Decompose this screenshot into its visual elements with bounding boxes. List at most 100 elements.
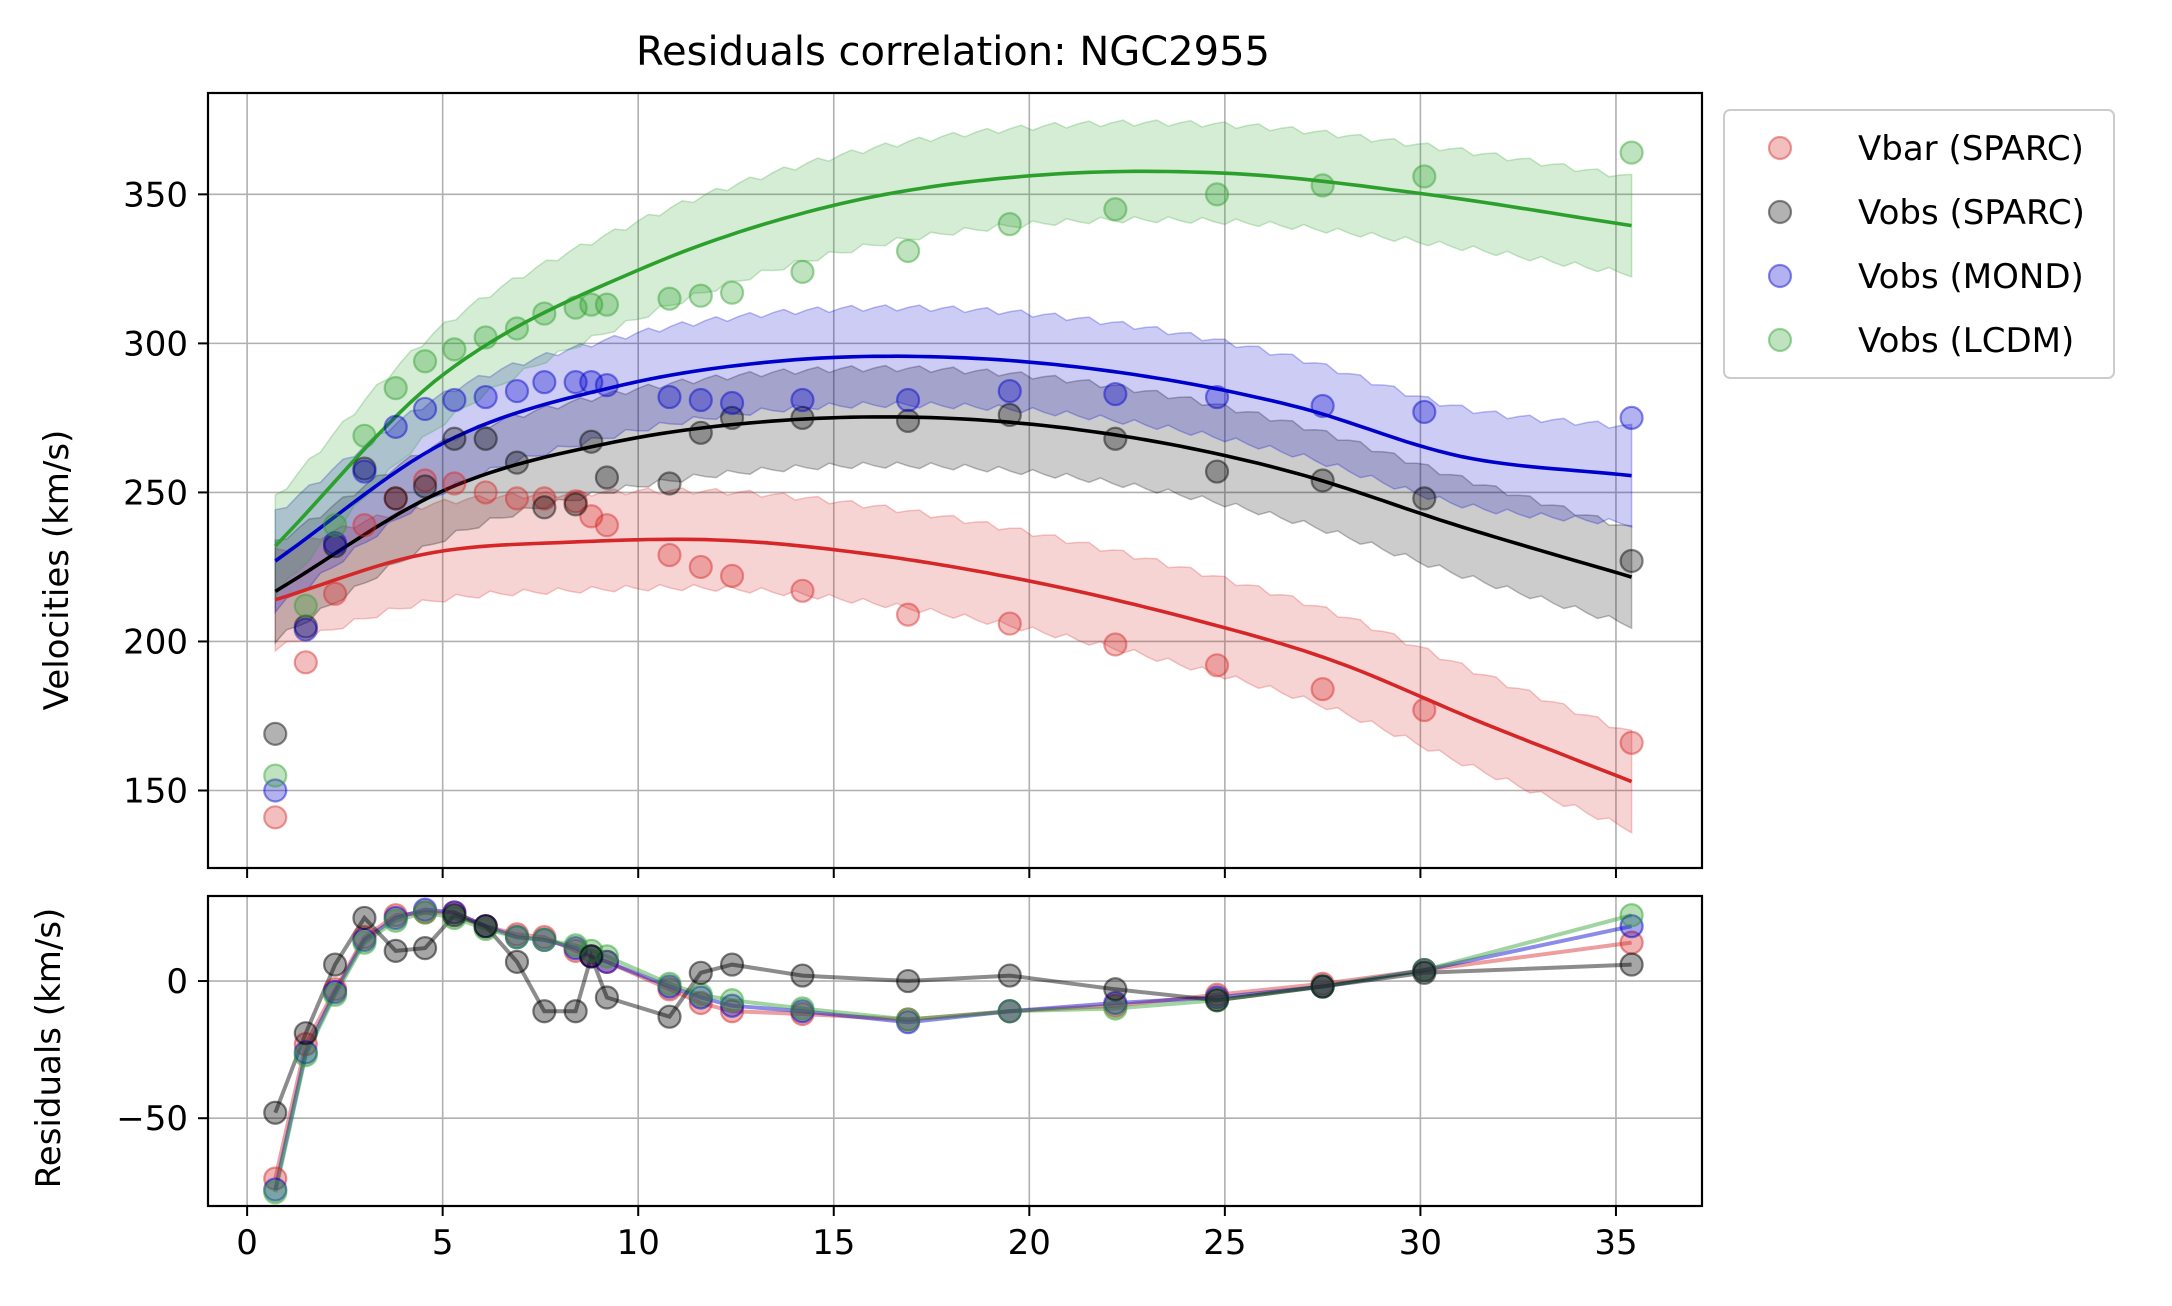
residual-point <box>352 905 377 931</box>
legend-marker-2 <box>1767 263 1793 289</box>
residual-point <box>563 999 588 1024</box>
data-point <box>263 778 288 803</box>
data-point <box>1412 399 1437 425</box>
data-point <box>442 387 467 413</box>
bottom-axes <box>206 894 1704 1208</box>
data-point <box>504 378 530 404</box>
bottom-y-tick-label: 0 <box>166 962 188 1002</box>
residual-point <box>1619 903 1644 928</box>
data-point <box>293 617 318 642</box>
residual-point <box>383 908 408 933</box>
residual-point <box>1310 974 1335 999</box>
legend-marker-1 <box>1767 199 1793 225</box>
residual-point <box>657 971 682 996</box>
bottom-x-tick-label: 20 <box>1008 1223 1051 1263</box>
bottom-x-tick-label: 15 <box>812 1223 855 1263</box>
chart-title: Residuals correlation: NGC2955 <box>636 29 1270 75</box>
residual-point <box>473 914 498 939</box>
data-point <box>790 387 815 413</box>
legend: Vbar (SPARC) Vobs (SPARC) Vobs (MOND) Vobs … <box>1723 109 2115 379</box>
data-point <box>1412 486 1437 511</box>
data-point <box>1103 197 1128 222</box>
data-point <box>790 405 815 431</box>
data-point <box>719 280 745 305</box>
data-point <box>1103 381 1128 407</box>
data-point <box>323 533 348 559</box>
data-point <box>1204 653 1230 678</box>
residual-point <box>790 963 815 988</box>
data-point <box>323 530 348 556</box>
data-point <box>895 238 921 264</box>
data-point <box>895 387 921 413</box>
residual-point <box>504 925 530 950</box>
bottom-ticks: 0 5 10 15 20 25 30 35 −50 0 <box>116 962 1637 1263</box>
residual-point <box>1204 988 1230 1013</box>
legend-label-3: Vobs (LCDM) <box>1858 321 2074 361</box>
residual-point <box>323 952 348 977</box>
data-point <box>594 292 620 317</box>
legend-box <box>1723 109 2115 379</box>
data-point <box>997 402 1022 428</box>
data-point <box>504 316 530 341</box>
residual-line-3 <box>273 912 1632 1114</box>
data-point <box>504 486 530 511</box>
data-point <box>579 429 604 454</box>
residual-point <box>412 900 438 925</box>
data-point <box>997 378 1022 404</box>
data-point <box>473 384 498 410</box>
fit-line-1 <box>274 415 1633 593</box>
residual-point <box>579 944 604 969</box>
data-point <box>594 465 620 490</box>
bottom-points <box>263 897 1644 1205</box>
data-point <box>1619 548 1644 574</box>
bottom-plot-frame <box>206 894 1704 1208</box>
residual-point <box>383 938 408 963</box>
residual-point <box>442 903 467 928</box>
data-point <box>688 387 713 413</box>
data-point <box>594 373 620 398</box>
data-point <box>263 721 288 746</box>
data-point <box>657 384 682 410</box>
residual-point <box>1103 977 1128 1002</box>
data-point <box>352 456 377 481</box>
data-point <box>473 480 498 505</box>
data-point <box>323 581 348 606</box>
residual-point <box>895 1007 921 1032</box>
data-point <box>594 513 620 538</box>
bottom-y-axis-label: Residuals (km/s) <box>29 908 69 1189</box>
fit-band-0 <box>274 487 1633 835</box>
top-points <box>263 140 1644 830</box>
bottom-x-tick-label: 35 <box>1594 1223 1637 1263</box>
data-point <box>442 426 467 451</box>
data-point <box>719 390 745 416</box>
top-y-tick-label: 300 <box>123 324 188 364</box>
residual-point <box>688 982 713 1007</box>
residual-point <box>412 936 438 961</box>
residual-point <box>293 1021 318 1046</box>
residual-point <box>688 960 713 985</box>
data-point <box>1619 405 1644 431</box>
bottom-grid <box>208 896 1702 1206</box>
fit-band-2 <box>274 304 1633 615</box>
data-point <box>442 337 467 362</box>
residual-point <box>688 990 713 1016</box>
data-point <box>997 611 1022 636</box>
residual-point <box>532 927 557 952</box>
data-point <box>412 474 438 499</box>
data-point <box>895 602 921 627</box>
data-point <box>997 212 1022 237</box>
residual-point <box>657 1004 682 1029</box>
top-ticks: 150 200 250 300 350 <box>123 175 1617 878</box>
top-fits <box>273 169 1633 784</box>
data-point <box>1412 697 1437 723</box>
residual-point <box>263 1100 288 1125</box>
data-point <box>532 486 557 511</box>
top-bands <box>274 119 1633 835</box>
data-point <box>1204 182 1230 207</box>
data-point <box>1204 459 1230 484</box>
data-point <box>579 292 604 317</box>
residual-point <box>790 996 815 1021</box>
data-point <box>412 468 438 493</box>
data-point <box>352 513 377 538</box>
